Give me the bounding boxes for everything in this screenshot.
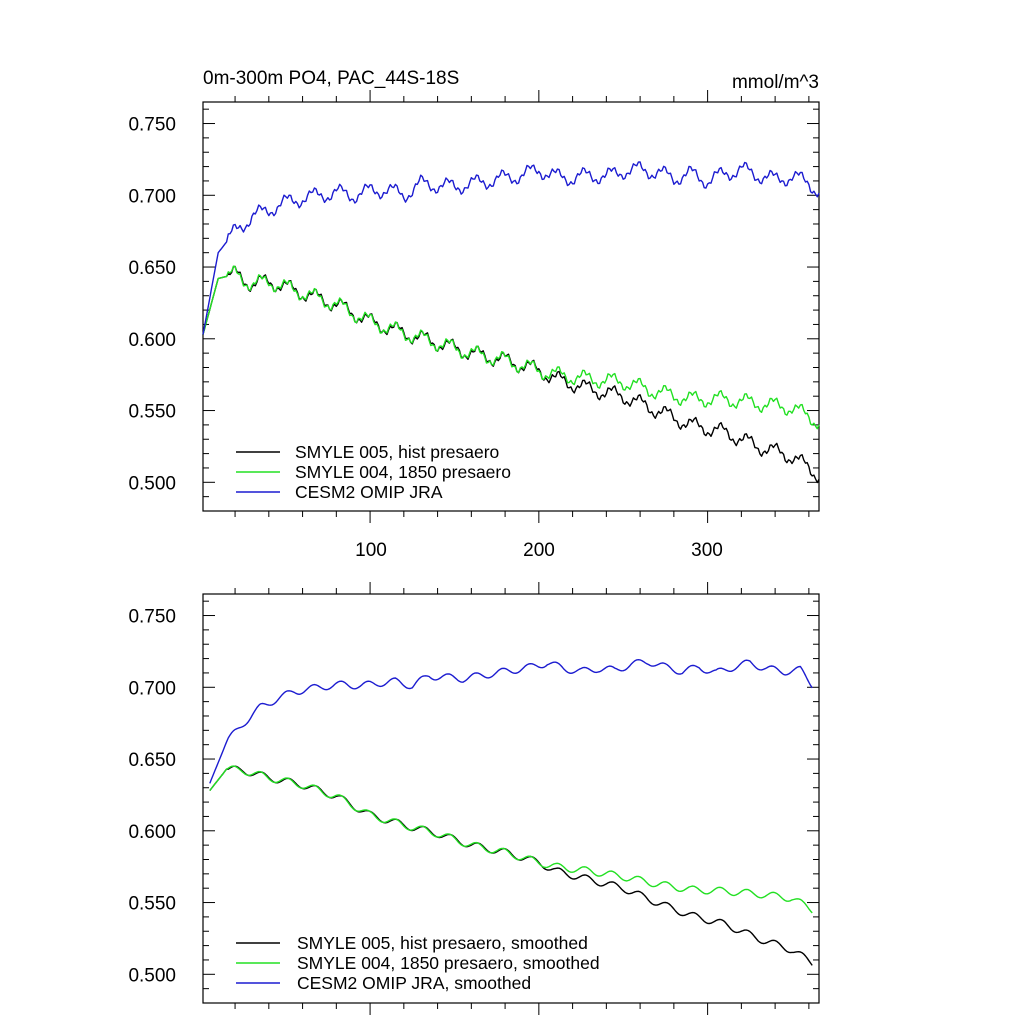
y-tick-label: 0.650 (128, 750, 176, 771)
series-line (209, 765, 813, 914)
units-label: mmol/m^3 (732, 72, 819, 93)
y-tick-labels: 0.750 0.700 0.650 0.600 0.550 0.500 (128, 115, 176, 495)
x-tick-labels: 100 200 300 (355, 540, 723, 561)
legend-label: CESM2 OMIP JRA, smoothed (297, 973, 531, 993)
y-tick-label: 0.750 (128, 115, 176, 136)
y-tick-labels: 0.750 0.700 0.650 0.600 0.550 0.500 (128, 607, 176, 987)
y-tick-label: 0.500 (128, 473, 176, 494)
plot-frame (202, 101, 820, 512)
series-line (209, 765, 813, 966)
tick-marks (203, 582, 819, 1015)
bottom-panel: 0.750 0.700 0.650 0.600 0.550 0.500 SMYLE 005… (128, 582, 820, 1015)
series-group (209, 659, 813, 966)
y-tick-label: 0.600 (128, 822, 176, 843)
x-tick-label: 100 (355, 540, 387, 561)
legend-label: SMYLE 005, hist presaero (295, 442, 499, 462)
y-tick-label: 0.700 (128, 678, 176, 699)
top-panel: 0m-300m PO4, PAC_44S-18S mmol/m^3 0.7500… (128, 68, 820, 561)
legend-label: SMYLE 004, 1850 presaero, smoothed (297, 953, 600, 973)
y-tick-label: 0.550 (128, 894, 176, 915)
x-tick-label: 300 (691, 540, 723, 561)
series-line (202, 161, 820, 335)
x-tick-label: 200 (523, 540, 555, 561)
y-tick-label: 0.650 (128, 258, 176, 279)
legend: SMYLE 005, hist presaero SMYLE 004, 1850… (236, 442, 511, 502)
y-tick-label: 0.700 (128, 186, 176, 207)
y-tick-label: 0.750 (128, 607, 176, 628)
y-tick-label: 0.600 (128, 330, 176, 351)
y-tick-label: 0.500 (128, 965, 176, 986)
series-group (202, 161, 820, 484)
chart-title: 0m-300m PO4, PAC_44S-18S (203, 68, 459, 89)
plot-frame (202, 593, 820, 1004)
legend-label: SMYLE 005, hist presaero, smoothed (297, 933, 588, 953)
legend-label: CESM2 OMIP JRA (295, 482, 443, 502)
y-tick-label: 0.550 (128, 402, 176, 423)
legend-label: SMYLE 004, 1850 presaero (295, 462, 511, 482)
series-line (202, 265, 820, 430)
legend: SMYLE 005, hist presaero, smoothed SMYLE… (236, 933, 600, 993)
series-line (209, 659, 813, 784)
